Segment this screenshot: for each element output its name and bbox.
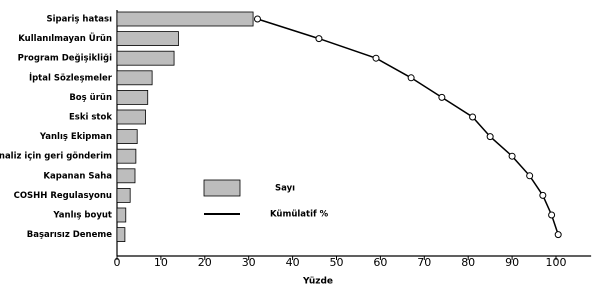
x-tick-label: 70	[417, 256, 431, 269]
bar	[116, 11, 254, 27]
x-tick-label: 60	[373, 256, 387, 269]
y-tick-label: Kullanılmayan Ürün	[18, 33, 112, 44]
x-tick-label: 100	[546, 256, 567, 269]
x-tick-label: 50	[330, 256, 344, 269]
bar	[116, 109, 146, 125]
x-tick-label: 10	[154, 256, 168, 269]
cumulative-line	[257, 18, 559, 235]
y-tick-label: Program Değişikliği	[18, 54, 112, 64]
cumulative-point	[526, 172, 534, 180]
cumulative-point	[438, 93, 446, 101]
bar	[116, 148, 137, 164]
cumulative-point	[554, 231, 562, 239]
y-tick-label: Başarısız Deneme	[27, 230, 112, 240]
bar	[116, 187, 131, 203]
y-tick-label: İptal Sözleşmeler	[29, 72, 113, 83]
x-tick-label: 40	[286, 256, 300, 269]
cumulative-point	[372, 54, 380, 62]
bar	[116, 90, 149, 105]
cumulative-point	[508, 152, 516, 160]
cumulative-point	[253, 15, 261, 23]
bar	[116, 168, 136, 184]
y-tick-label: Boş ürün	[69, 93, 112, 103]
cumulative-point	[486, 133, 494, 141]
bar	[116, 50, 175, 66]
y-tick-label: Kapanan Saha	[43, 171, 112, 181]
bar	[116, 207, 127, 223]
y-tick-label: Analiz için geri gönderim	[0, 152, 112, 162]
bar	[116, 129, 138, 145]
x-axis-label: Yüzde	[302, 277, 333, 287]
y-tick-label: Sipariş hatası	[46, 15, 112, 25]
x-tick-label: 80	[461, 256, 475, 269]
y-tick-label: Eski stok	[69, 113, 112, 123]
y-tick-label: Yanlış Ekipman	[39, 132, 112, 142]
legend-label: Sayı	[275, 184, 295, 194]
y-tick-label: COSHH Regulasyonu	[14, 191, 112, 201]
bar	[116, 227, 126, 243]
x-tick-label: 30	[242, 256, 256, 269]
cumulative-point	[548, 211, 556, 219]
x-tick-label: 90	[505, 256, 519, 269]
cumulative-point	[469, 113, 477, 121]
cumulative-point	[539, 191, 547, 199]
legend-swatch	[203, 179, 241, 197]
x-tick-label: 20	[198, 256, 212, 269]
cumulative-point	[407, 74, 415, 82]
bar	[116, 70, 153, 86]
y-tick-label: Yanlış boyut	[52, 211, 112, 221]
bar	[116, 31, 179, 47]
cumulative-point	[315, 35, 323, 43]
x-tick-label: 0	[114, 256, 121, 269]
legend-label: Kümülatif %	[270, 210, 329, 220]
